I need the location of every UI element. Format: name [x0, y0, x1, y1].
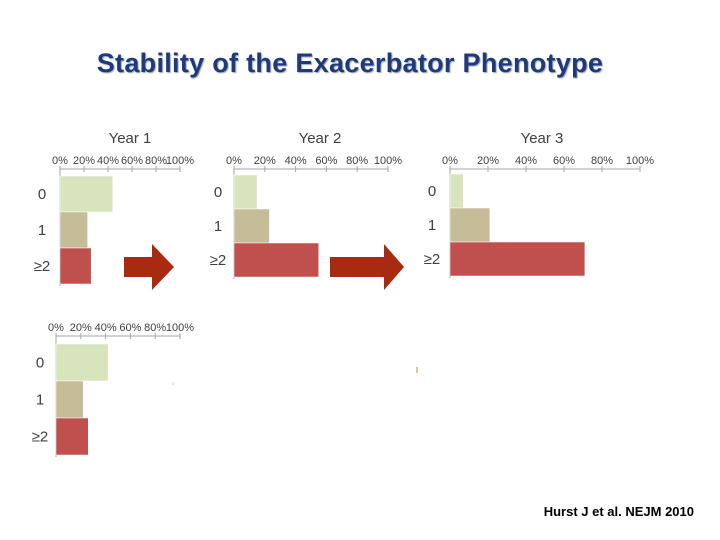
x-tick-label: 40%: [97, 155, 119, 167]
x-tick-label: 20%: [254, 155, 276, 167]
x-tick-label: 100%: [166, 322, 194, 334]
transition-arrow-1-icon: [124, 244, 174, 290]
bar-two-plus: [233, 242, 319, 278]
x-tick-label: 40%: [515, 155, 537, 167]
category-label: ≥2: [424, 251, 441, 268]
bar-zero: [59, 175, 114, 213]
category-label: ≥2: [32, 429, 49, 446]
bar-one: [55, 380, 84, 419]
bar-two-plus: [59, 247, 92, 285]
stray-mark: [416, 367, 418, 373]
x-tick-label: 100%: [626, 155, 654, 167]
bar-zero: [55, 343, 109, 382]
x-tick-label: 80%: [145, 155, 167, 167]
category-label: 0: [38, 186, 46, 203]
category-label: ≥2: [210, 252, 227, 269]
x-tick-label: 60%: [553, 155, 575, 167]
transition-arrow-2-icon: [330, 244, 404, 290]
x-tick-label: 100%: [166, 155, 194, 167]
chart-title: Year 2: [299, 130, 342, 147]
category-label: 0: [428, 183, 436, 200]
x-tick-label: 60%: [119, 322, 141, 334]
x-tick-label: 20%: [70, 322, 92, 334]
category-label: ≥2: [34, 258, 51, 275]
x-tick-label: 100%: [374, 155, 402, 167]
slide-title: Stability of the Exacerbator Phenotype: [96, 48, 604, 78]
x-tick-label: 0%: [48, 322, 64, 334]
stray-mark: [172, 382, 174, 385]
x-tick-label: 40%: [95, 322, 117, 334]
bar-one: [59, 211, 88, 249]
x-tick-label: 0%: [52, 155, 68, 167]
x-tick-label: 0%: [226, 155, 242, 167]
x-tick-label: 80%: [346, 155, 368, 167]
bar-two-plus: [55, 417, 89, 456]
x-tick-label: 20%: [73, 155, 95, 167]
category-label: 1: [428, 217, 436, 234]
x-tick-label: 60%: [121, 155, 143, 167]
x-tick-label: 80%: [591, 155, 613, 167]
category-label: 0: [214, 184, 222, 201]
category-label: 1: [38, 222, 46, 239]
chart-title: Year 3: [521, 130, 564, 147]
x-tick-label: 80%: [144, 322, 166, 334]
category-label: 1: [214, 218, 222, 235]
chart-title: Year 1: [109, 130, 152, 147]
category-label: 0: [36, 355, 44, 372]
x-tick-label: 20%: [477, 155, 499, 167]
x-tick-label: 60%: [315, 155, 337, 167]
x-tick-label: 40%: [285, 155, 307, 167]
x-tick-label: 0%: [442, 155, 458, 167]
citation: Hurst J et al. NEJM 2010: [543, 504, 694, 519]
bar-one: [449, 207, 491, 243]
bar-two-plus: [449, 241, 586, 277]
bar-one: [233, 208, 270, 244]
category-label: 1: [36, 392, 44, 409]
